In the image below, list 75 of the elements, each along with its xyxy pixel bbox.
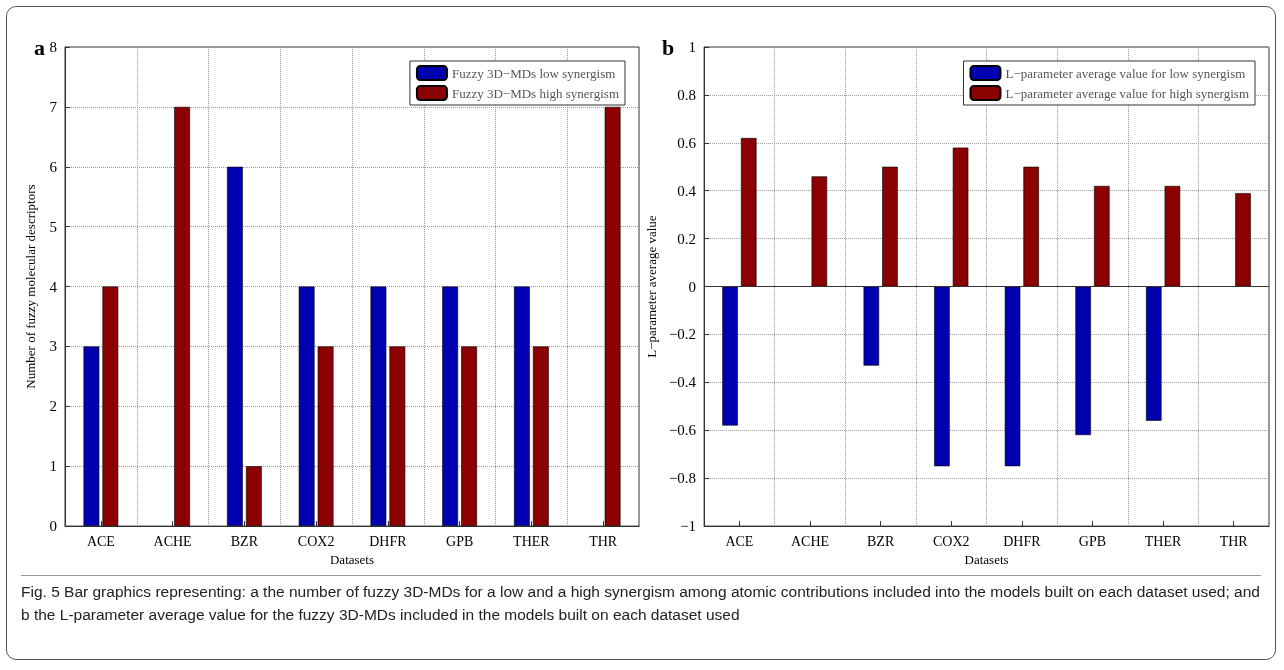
y-tick-label: 3	[49, 338, 57, 355]
x-tick-label: GPB	[1078, 533, 1107, 549]
y-axis-title: L−parameter average value	[644, 215, 659, 358]
x-tick-label: THER	[1144, 533, 1183, 549]
x-tick-label: ACHE	[790, 533, 830, 549]
bar	[934, 286, 950, 467]
bar	[532, 346, 549, 527]
x-tick-label: THR	[589, 533, 618, 549]
bar	[514, 286, 530, 527]
y-tick-label: −1	[680, 518, 697, 535]
x-tick-label: ACE	[725, 533, 754, 549]
y-tick-label: 0	[688, 278, 697, 295]
caption: Fig. 5 Bar graphics representing: a the number of fuzzy 3D-MDs for a low and a high synergism among atomic contributions included into the models built on each dataset used; and b the L-parameter average value for the fuzzy 3D-MDs included in the models built on each dataset used	[21, 575, 1261, 626]
bar	[1164, 185, 1181, 287]
chart-title: a	[34, 34, 45, 60]
legend-label: Fuzzy 3D−MDs high synergism	[451, 85, 620, 101]
bar	[102, 286, 119, 527]
bar	[83, 346, 100, 527]
y-tick-label: 0	[49, 518, 57, 535]
bar	[174, 106, 190, 527]
y-tick-label: 6	[49, 158, 58, 175]
bar	[1004, 286, 1021, 467]
x-tick-label: COX2	[297, 533, 335, 549]
bar	[882, 166, 898, 287]
y-tick-label: 0.2	[677, 230, 697, 247]
bar	[298, 286, 315, 527]
y-tick-label: 1	[49, 458, 57, 475]
y-tick-label: 5	[49, 218, 57, 235]
bar	[604, 106, 621, 527]
bar	[245, 466, 262, 527]
bar	[317, 346, 334, 527]
bar	[952, 147, 969, 287]
x-tick-label: DHFR	[369, 533, 408, 549]
x-axis-title: Datasets	[964, 552, 1009, 567]
legend-label: Fuzzy 3D−MDs low synergism	[451, 65, 616, 81]
bar	[389, 346, 406, 527]
y-tick-label: 0.8	[677, 86, 697, 103]
x-tick-label: THER	[513, 533, 551, 549]
bar	[1094, 185, 1110, 287]
x-tick-label: COX2	[932, 533, 970, 549]
x-tick-label: ACE	[86, 533, 115, 549]
bar	[863, 286, 880, 366]
y-tick-label: −0.6	[668, 422, 697, 439]
y-tick-label: 7	[49, 98, 58, 115]
x-tick-label: ACHE	[153, 533, 192, 549]
y-tick-label: 0.4	[677, 182, 697, 199]
bar	[370, 286, 387, 527]
x-tick-label: THR	[1219, 533, 1249, 549]
y-tick-label: 2	[49, 398, 57, 415]
y-tick-label: 0.6	[677, 134, 697, 151]
bar	[1023, 166, 1039, 287]
x-tick-label: DHFR	[1003, 533, 1042, 549]
bar	[227, 166, 243, 527]
y-tick-label: 1	[688, 39, 697, 55]
y-tick-label: −0.4	[668, 374, 697, 391]
bar	[1235, 193, 1251, 287]
y-tick-label: 8	[49, 39, 57, 55]
x-axis-title: Datasets	[329, 552, 375, 567]
x-tick-label: BZR	[867, 533, 895, 549]
x-tick-label: GPB	[446, 533, 474, 549]
chart-title: b	[662, 34, 675, 60]
bar	[442, 286, 459, 527]
legend-label: L−parameter average value for high synergism	[1005, 85, 1250, 101]
bar	[1146, 286, 1162, 421]
bar	[1075, 286, 1091, 436]
y-axis-title: Number of fuzzy molecular descriptors	[23, 184, 38, 389]
y-tick-label: −0.2	[668, 326, 697, 343]
bar	[811, 176, 828, 287]
bar	[461, 346, 477, 527]
bar	[740, 138, 757, 287]
y-tick-label: −0.8	[668, 470, 697, 487]
bar	[722, 286, 738, 426]
y-tick-label: 4	[49, 278, 58, 295]
x-tick-label: BZR	[230, 533, 259, 549]
legend-label: L−parameter average value for low synergism	[1005, 65, 1246, 81]
